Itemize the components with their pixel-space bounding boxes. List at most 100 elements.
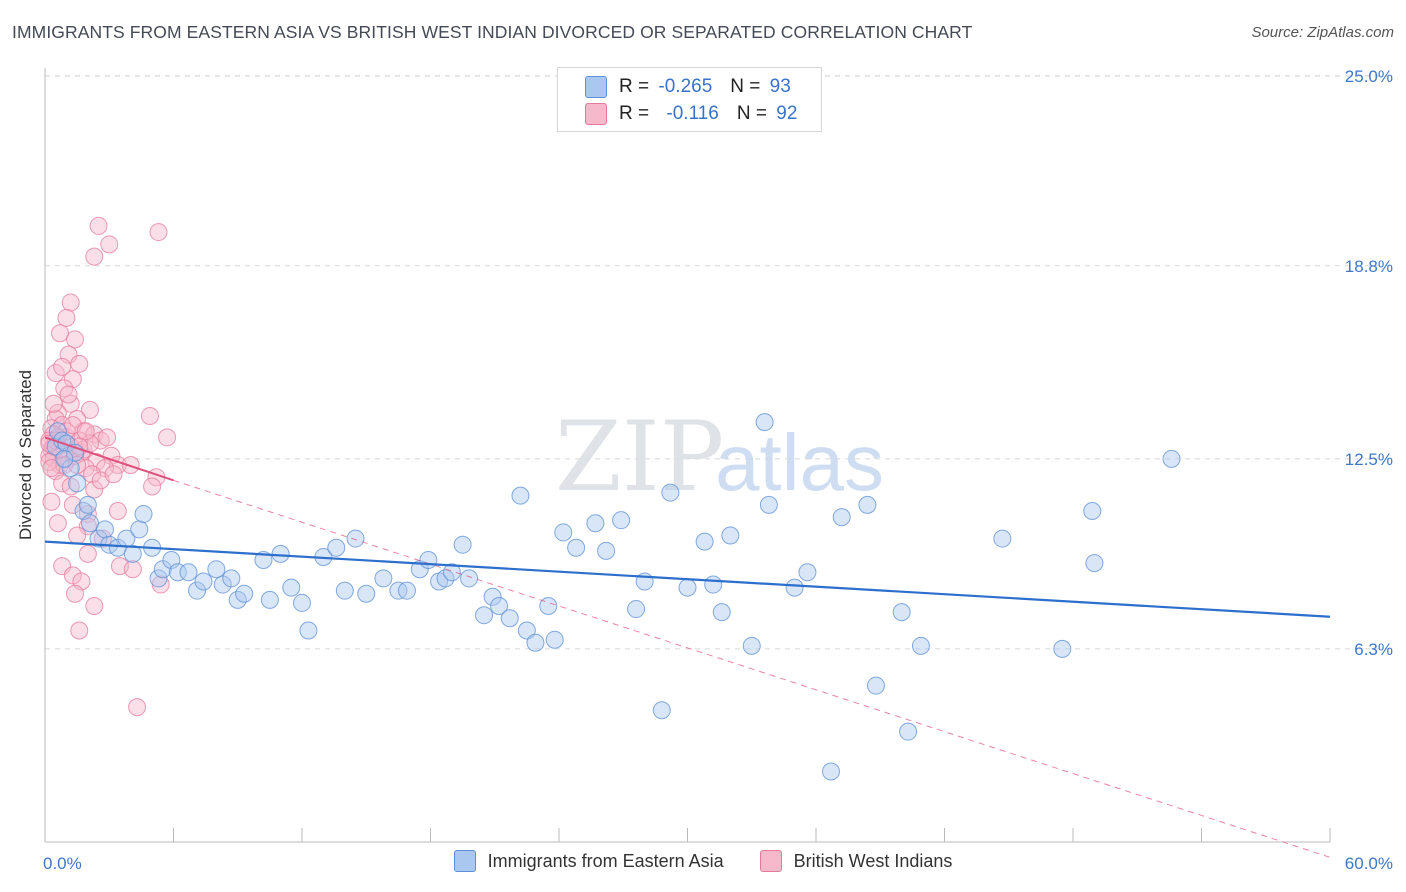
point-eastern-asia	[892, 603, 911, 622]
source-label: Source: ZipAtlas.com	[1251, 24, 1394, 41]
point-eastern-asia	[911, 636, 930, 655]
point-eastern-asia	[899, 722, 918, 741]
point-eastern-asia	[222, 569, 241, 588]
point-british-west-indians	[68, 526, 87, 545]
point-eastern-asia	[704, 575, 723, 594]
point-british-west-indians	[48, 514, 67, 533]
point-eastern-asia	[1162, 449, 1181, 468]
point-eastern-asia	[832, 508, 851, 527]
correlation-legend: R = -0.265 N = 93 R = -0.116 N = 92	[557, 67, 822, 132]
legend-r-value-1: -0.265	[658, 76, 713, 97]
point-eastern-asia	[130, 520, 149, 539]
point-eastern-asia	[866, 676, 885, 695]
point-british-west-indians	[108, 501, 127, 520]
legend-item-eastern-asia[interactable]: Immigrants from Eastern Asia	[453, 850, 724, 872]
point-british-west-indians	[76, 422, 95, 441]
point-british-west-indians	[53, 357, 72, 376]
point-eastern-asia	[695, 532, 714, 551]
point-eastern-asia	[539, 596, 558, 615]
point-eastern-asia	[1083, 501, 1102, 520]
point-eastern-asia	[652, 701, 671, 720]
legend-swatch-blue	[453, 850, 476, 872]
point-british-west-indians	[59, 385, 78, 404]
point-british-west-indians	[61, 293, 80, 312]
point-eastern-asia	[1085, 554, 1104, 573]
legend-swatch-blue	[585, 76, 607, 98]
point-eastern-asia	[742, 636, 761, 655]
legend-r-value-2: -0.116	[666, 103, 719, 124]
point-eastern-asia	[545, 630, 564, 649]
point-eastern-asia	[517, 621, 536, 640]
point-eastern-asia	[712, 603, 731, 622]
point-eastern-asia	[526, 633, 545, 652]
point-british-west-indians	[158, 428, 177, 447]
legend-n-label: N =	[736, 103, 767, 124]
legend-item-british-west-indians[interactable]: British West Indians	[759, 850, 953, 872]
y-tick-label: 25.0%	[1345, 67, 1393, 86]
point-eastern-asia	[327, 538, 346, 557]
point-eastern-asia	[460, 569, 479, 588]
point-eastern-asia	[678, 578, 697, 597]
point-eastern-asia	[282, 578, 301, 597]
point-british-west-indians	[89, 216, 108, 235]
point-british-west-indians	[104, 465, 123, 484]
point-eastern-asia	[168, 563, 187, 582]
watermark-atlas: atlas	[715, 418, 884, 507]
legend-n-value-1: 93	[769, 76, 791, 97]
grid-lines	[45, 75, 1395, 650]
point-eastern-asia	[134, 505, 153, 524]
point-british-west-indians	[143, 477, 162, 496]
point-eastern-asia	[293, 593, 311, 612]
point-eastern-asia	[721, 526, 740, 545]
legend-n-value-2: 92	[776, 103, 798, 124]
point-eastern-asia	[453, 535, 472, 554]
point-eastern-asia	[188, 581, 207, 600]
point-eastern-asia	[260, 590, 279, 609]
y-tick-label: 18.8%	[1345, 257, 1393, 276]
point-eastern-asia	[483, 587, 502, 606]
point-british-west-indians	[78, 544, 97, 563]
point-british-west-indians	[63, 495, 82, 514]
legend-label-british-west-indians: British West Indians	[793, 850, 953, 871]
point-british-west-indians	[98, 428, 117, 447]
point-eastern-asia	[858, 495, 877, 514]
eastern-asia-points	[46, 413, 1181, 781]
legend-n-label: N =	[730, 76, 761, 97]
point-eastern-asia	[554, 523, 573, 542]
point-british-west-indians	[70, 354, 89, 373]
point-eastern-asia	[299, 621, 318, 640]
legend-swatch-pink	[585, 103, 607, 125]
point-british-west-indians	[140, 406, 159, 425]
point-eastern-asia	[785, 578, 804, 597]
watermark: ZIP atlas	[555, 401, 884, 513]
y-tick-label: 12.5%	[1345, 450, 1393, 469]
legend-row-british-west-indians: R = -0.116 N = 92	[558, 100, 797, 128]
series-legend: Immigrants from Eastern Asia British Wes…	[0, 850, 1406, 872]
legend-row-eastern-asia: R = -0.265 N = 93	[558, 73, 791, 101]
point-british-west-indians	[85, 247, 104, 266]
point-british-west-indians	[85, 596, 104, 615]
point-british-west-indians	[85, 480, 104, 499]
british-west-indians-points	[40, 216, 177, 717]
watermark-zip: ZIP	[555, 401, 724, 513]
point-eastern-asia	[80, 514, 99, 533]
point-eastern-asia	[149, 569, 168, 588]
point-eastern-asia	[490, 596, 509, 615]
point-british-west-indians	[128, 698, 147, 717]
point-british-west-indians	[123, 560, 142, 579]
point-eastern-asia	[68, 474, 87, 493]
point-british-west-indians	[149, 223, 168, 242]
legend-label-eastern-asia: Immigrants from Eastern Asia	[487, 850, 724, 871]
point-british-west-indians	[65, 584, 84, 603]
point-eastern-asia	[89, 529, 108, 548]
x-tick-label: 60.0%	[1345, 854, 1393, 873]
point-british-west-indians	[80, 400, 99, 419]
trend-lines	[44, 436, 1331, 858]
point-eastern-asia	[254, 551, 273, 570]
point-eastern-asia	[475, 606, 494, 625]
y-tick-label: 6.3%	[1354, 640, 1393, 659]
point-british-west-indians	[50, 324, 69, 343]
point-eastern-asia	[993, 529, 1012, 548]
point-eastern-asia	[661, 483, 680, 502]
